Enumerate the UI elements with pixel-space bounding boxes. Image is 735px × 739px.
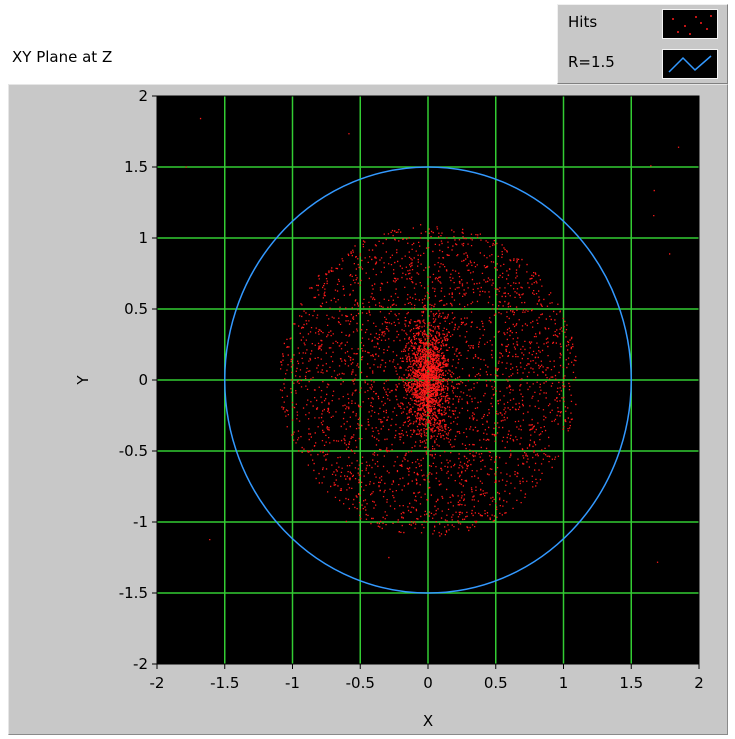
x-tick-label: -2 <box>150 674 165 692</box>
legend-label-circle: R=1.5 <box>568 53 615 71</box>
hits-points <box>185 117 680 563</box>
hits-scatter-marks <box>185 117 680 563</box>
legend-item-hits[interactable]: Hits <box>558 5 727 41</box>
x-tick-label: 1 <box>559 674 569 692</box>
axes: -2 -1.5 -1 -0.5 0 0.5 1 1.5 2 2 1.5 1 0.5 0 -0.5 -1 -1.5… <box>119 87 704 692</box>
x-tick-label: 0 <box>423 674 433 692</box>
legend-label-hits: Hits <box>568 13 598 31</box>
y-tick-label: -1.5 <box>119 584 148 602</box>
line-swatch-icon <box>662 49 718 79</box>
x-tick-label: -1 <box>285 674 300 692</box>
radius-circle <box>224 166 632 594</box>
x-axis-label: X <box>423 712 433 730</box>
radius-circle-line <box>224 166 632 594</box>
y-tick-label: 2 <box>138 87 148 105</box>
chart-title: XY Plane at Z <box>12 48 113 66</box>
y-tick-label: -0.5 <box>119 442 148 460</box>
y-tick-label: -1 <box>133 513 148 531</box>
y-tick-label: 0 <box>138 371 148 389</box>
y-tick-label: -2 <box>133 655 148 673</box>
x-tick-label: 1.5 <box>619 674 643 692</box>
y-tick-label: 0.5 <box>124 300 148 318</box>
x-tick-label: 0.5 <box>484 674 508 692</box>
hits-swatch-icon <box>662 9 718 39</box>
x-tick-label: -1.5 <box>210 674 239 692</box>
y-tick-label: 1 <box>138 229 148 247</box>
y-tick-label: 1.5 <box>124 158 148 176</box>
x-tick-label: 2 <box>694 674 704 692</box>
plot-frame <box>156 95 700 665</box>
x-tick-label: -0.5 <box>346 674 375 692</box>
legend: Hits R=1.5 <box>557 4 728 84</box>
legend-item-circle[interactable]: R=1.5 <box>558 45 727 81</box>
y-axis-label: Y <box>74 375 92 386</box>
